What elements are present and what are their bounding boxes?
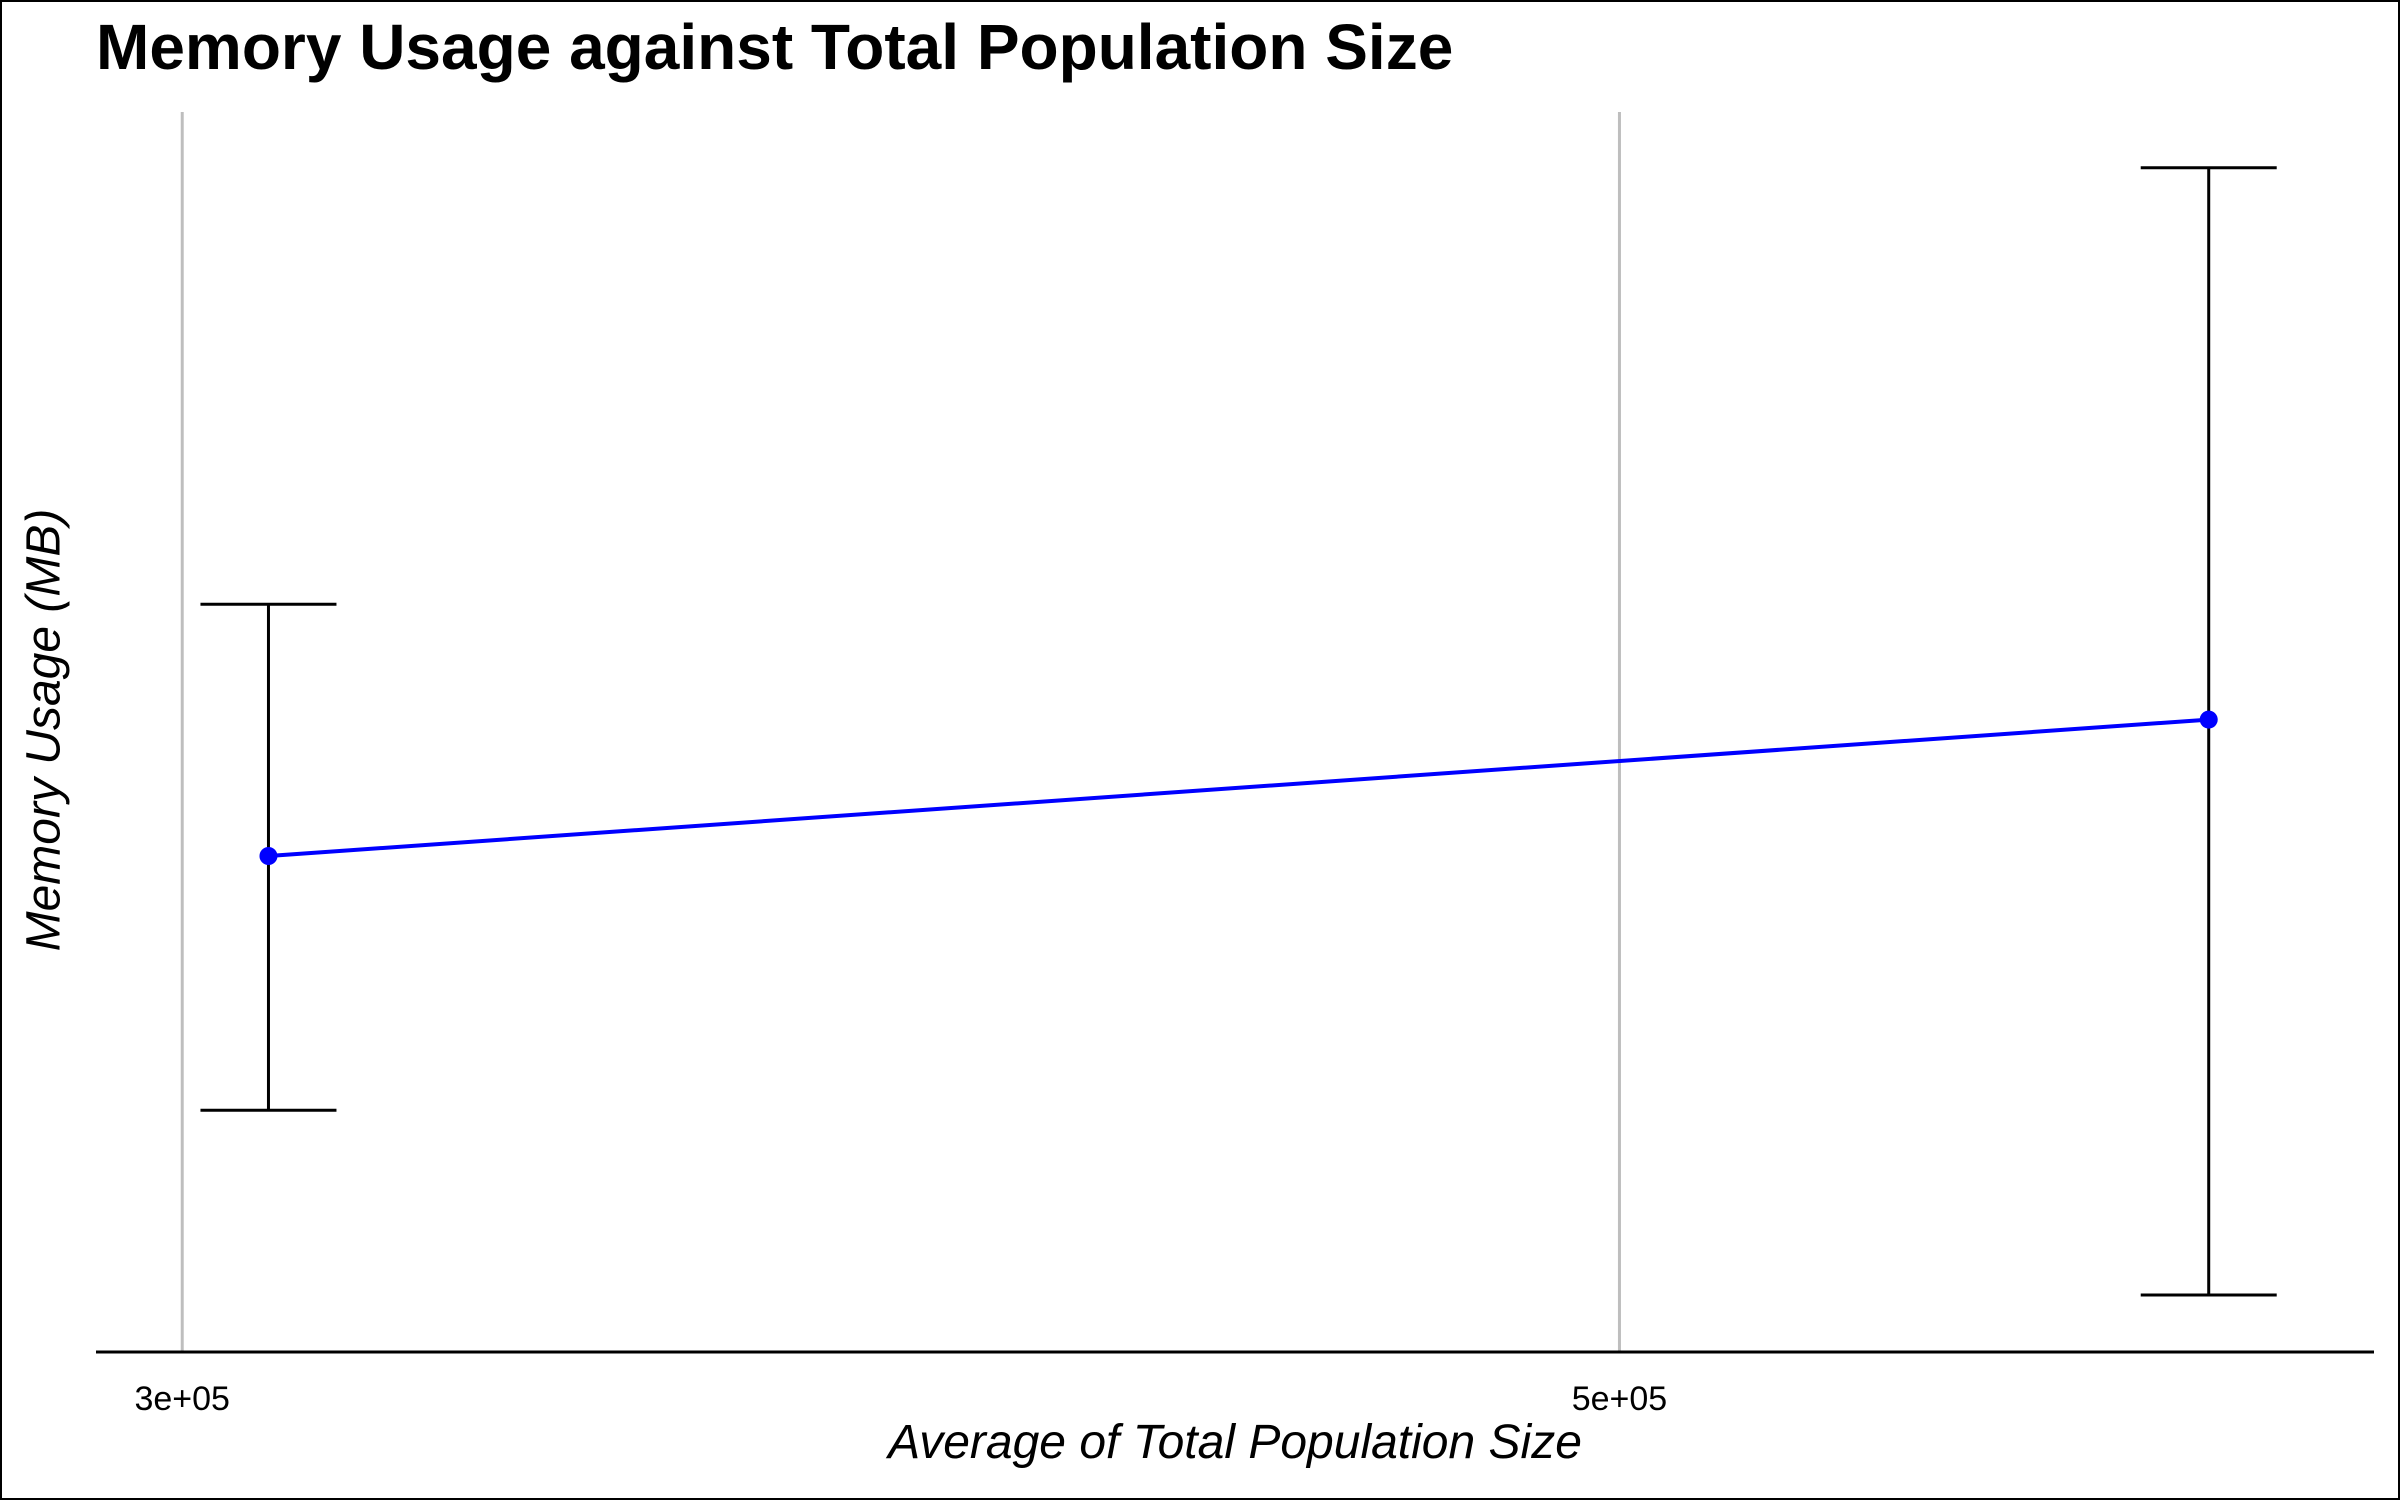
x-tick-label: 3e+05 <box>134 1380 230 1418</box>
chart-title: Memory Usage against Total Population Si… <box>96 11 1454 83</box>
x-axis-title: Average of Total Population Size <box>888 1416 1582 1469</box>
error-bars <box>200 166 2277 1297</box>
grid-lines <box>180 112 1621 1352</box>
data-point <box>2199 710 2218 729</box>
series-lines <box>268 717 2209 858</box>
data-point <box>259 847 278 865</box>
series-line <box>268 717 2209 858</box>
tick-labels: 3e+05 5e+05 <box>134 1380 1667 1418</box>
data-points <box>259 710 2218 865</box>
x-tick-label: 5e+05 <box>1572 1380 1668 1418</box>
